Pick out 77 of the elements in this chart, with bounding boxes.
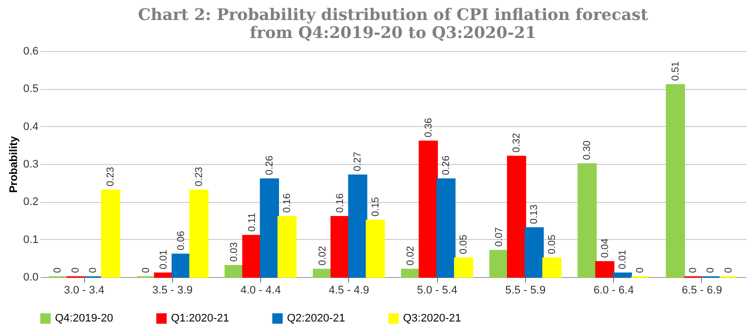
data-label: 0.01 [617,249,628,270]
x-tick-label: 5.5 - 5.9 [505,284,546,296]
data-label: 0.06 [176,230,188,250]
data-label: 0.23 [194,166,205,186]
data-label: 0.51 [670,61,682,81]
bar [436,178,456,278]
bar [524,227,544,278]
data-label: 0.01 [158,249,170,270]
y-axis-title: Probability [8,135,20,193]
data-label: 0 [635,267,646,273]
bar [366,220,385,278]
data-label: 0.26 [264,155,276,176]
data-label: 0.27 [352,151,364,172]
data-label: 0.07 [494,226,505,247]
data-label: 0.11 [246,212,258,232]
data-label: 0.15 [370,196,382,216]
data-label: 0 [52,267,64,273]
data-label: 0.05 [458,234,470,254]
data-label: 0.03 [229,242,240,262]
chart-title: Chart 2: Probability distribution of CPI inflation forecast from Q4:2019-20 to Q3:2020-21 [138,5,649,42]
y-tick-label: 0.5 [23,83,38,96]
x-tick-label: 6.0 - 6.4 [593,284,634,296]
x-tick-label: 3.0 - 3.4 [64,284,104,296]
bar [401,268,420,278]
bar [489,250,508,278]
data-label: 0 [140,267,152,273]
data-label: 0.16 [335,192,346,213]
bar [172,254,191,278]
bar [454,257,474,278]
data-label: 0.16 [282,192,294,213]
bar [666,84,685,278]
data-label: 0 [88,267,99,273]
bar [189,190,208,278]
bar [578,163,597,278]
data-label: 0.32 [512,132,523,152]
y-tick-label: 0.3 [23,158,38,170]
y-tick-label: 0.0 [23,272,38,284]
legend-label: Q3:2020-21 [403,312,462,325]
bar [260,178,280,278]
data-label: 0.02 [317,246,328,266]
bar [101,190,120,278]
x-tick-label: 4.5 - 4.9 [328,284,370,296]
bar [348,174,368,278]
data-label: 0.02 [406,246,417,266]
legend-label: Q1:2020-21 [171,312,230,325]
x-tick-label: 3.5 - 3.9 [152,284,193,296]
bar [330,216,350,278]
data-label: 0 [70,267,82,273]
data-label: 0.23 [106,166,117,186]
data-label: 0.13 [529,204,540,224]
x-tick-label: 6.5 - 6.9 [682,284,722,296]
data-label: 0.36 [423,118,434,138]
x-tick-label: 5.0 - 5.4 [416,284,458,296]
bar [542,257,562,278]
data-label: 0.30 [582,140,594,160]
legend-label: Q4:2019-20 [55,312,114,325]
data-label: 0 [688,267,700,273]
y-tick-label: 0.4 [23,120,38,133]
bar [312,268,332,278]
legend-label: Q2:2020-21 [287,312,346,325]
data-label: 0.05 [546,234,558,254]
x-tick-label: 4.0 - 4.4 [240,284,281,296]
bar [242,234,262,278]
bar [278,216,297,278]
bar [612,272,632,278]
bar [418,140,438,278]
y-tick-label: 0.1 [23,234,38,246]
bar [154,272,174,278]
data-label: 0 [723,267,734,273]
data-label: 0 [706,267,717,273]
data-label: 0.26 [440,155,452,176]
y-tick-label: 0.2 [23,196,38,208]
bar [595,261,614,278]
data-label: 0.04 [600,238,611,258]
y-tick-label: 0.6 [23,46,38,58]
bar [506,156,526,278]
bar [224,264,244,278]
